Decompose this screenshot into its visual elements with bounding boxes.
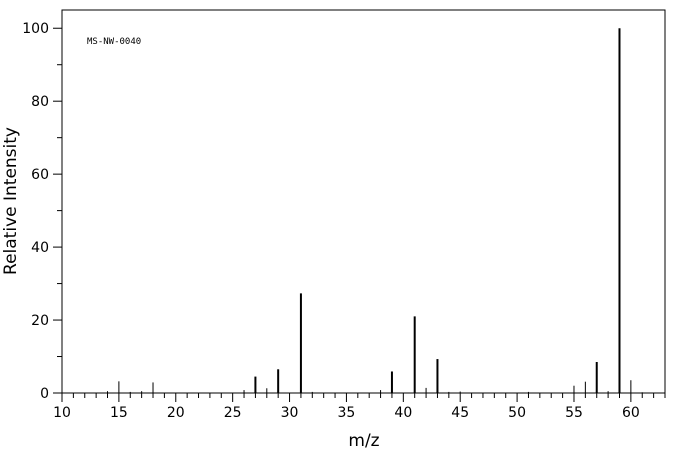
plot-frame (61, 9, 666, 394)
x-tick-label: 55 (565, 405, 583, 421)
x-tick-label: 20 (167, 405, 185, 421)
x-tick-label: 35 (338, 405, 356, 421)
axes-layer: 10 15 20 25 30 35 40 45 50 55 60 0 20 40 60 80 100 (22, 9, 666, 421)
y-tick-label: 0 (40, 386, 49, 402)
y-tick-label: 40 (31, 240, 49, 256)
x-tick-label: 60 (622, 405, 640, 421)
x-axis-title: m/z (348, 431, 379, 451)
spectrum-id-label: MS-NW-0040 (87, 37, 141, 47)
y-tick-label: 100 (22, 21, 49, 37)
x-tick-label: 30 (281, 405, 299, 421)
labels-layer: MS-NW-0040 m/z Relative Intensity (1, 37, 380, 451)
x-tick-label: 40 (394, 405, 412, 421)
y-tick-label: 80 (31, 94, 49, 110)
y-tick-label: 20 (31, 313, 49, 329)
x-tick-label: 15 (110, 405, 128, 421)
x-tick-label: 50 (508, 405, 526, 421)
y-axis-title: Relative Intensity (1, 127, 21, 275)
y-tick-label: 60 (31, 167, 49, 183)
x-tick-label: 10 (53, 405, 71, 421)
x-tick-label: 45 (451, 405, 469, 421)
x-tick-label: 25 (224, 405, 242, 421)
bars-layer (107, 28, 643, 393)
